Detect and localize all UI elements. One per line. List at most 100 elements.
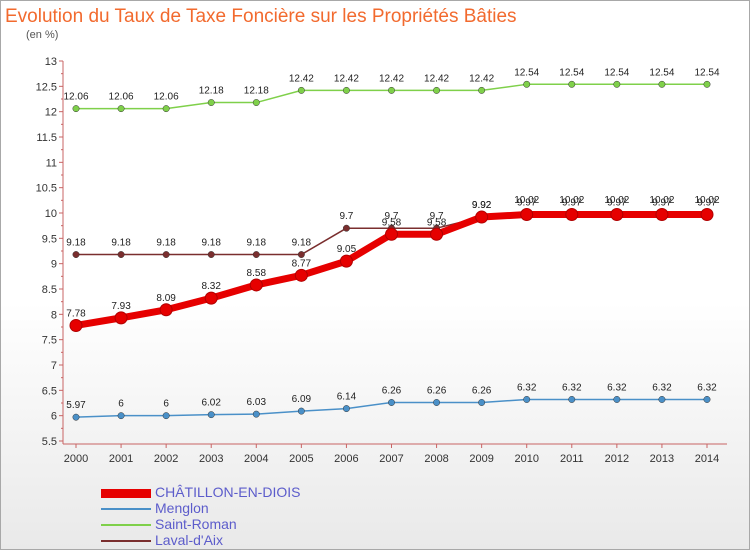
data-point xyxy=(297,251,305,258)
x-tick-label: 2003 xyxy=(199,453,223,465)
y-tick-label: 9 xyxy=(51,259,57,271)
data-label: 9.92 xyxy=(472,200,492,211)
data-label: 10.02 xyxy=(694,195,719,206)
data-point xyxy=(433,399,441,406)
x-tick-label: 2001 xyxy=(109,453,133,465)
data-point xyxy=(658,396,666,403)
data-label: 6.32 xyxy=(562,382,582,393)
legend-swatch xyxy=(101,540,151,542)
y-tick-label: 12.5 xyxy=(36,81,57,93)
x-tick-label: 2014 xyxy=(695,453,719,465)
data-point xyxy=(117,251,125,258)
data-label: 10.02 xyxy=(604,195,629,206)
data-point xyxy=(162,251,170,258)
x-tick-label: 2002 xyxy=(154,453,178,465)
data-label: 9.7 xyxy=(385,211,399,222)
data-label: 6.32 xyxy=(517,382,537,393)
y-tick-label: 10.5 xyxy=(36,183,57,195)
data-label: 6.26 xyxy=(382,385,402,396)
data-point xyxy=(204,291,218,305)
data-point xyxy=(114,311,128,325)
y-tick-label: 5.5 xyxy=(42,436,57,448)
data-point xyxy=(249,278,263,292)
data-point xyxy=(478,399,486,406)
data-point xyxy=(72,413,80,421)
data-point xyxy=(703,80,711,88)
x-tick-label: 2008 xyxy=(424,453,448,465)
data-point xyxy=(613,396,621,403)
data-label: 9.92 xyxy=(472,200,492,211)
data-label: 8.77 xyxy=(292,258,312,269)
data-label: 9.18 xyxy=(66,238,86,249)
y-tick-label: 8 xyxy=(51,309,57,321)
y-tick-label: 7.5 xyxy=(42,335,57,347)
data-point xyxy=(252,251,260,258)
data-point xyxy=(207,99,215,106)
data-label: 6.32 xyxy=(607,382,627,393)
data-label: 12.18 xyxy=(199,86,224,97)
data-point xyxy=(433,86,441,94)
data-point xyxy=(297,407,305,415)
data-point xyxy=(342,405,350,413)
legend-label: Saint-Roman xyxy=(155,516,237,532)
legend-label: Menglon xyxy=(155,500,209,516)
legend-label: CHÂTILLON-EN-DIOIS xyxy=(155,484,301,500)
data-point xyxy=(523,396,531,403)
data-label: 10.02 xyxy=(514,195,539,206)
data-label: 7.93 xyxy=(111,301,131,312)
y-tick-label: 6.5 xyxy=(42,385,57,397)
data-label: 12.42 xyxy=(424,73,449,84)
data-point xyxy=(117,105,125,113)
data-label: 8.32 xyxy=(201,281,221,292)
data-point xyxy=(388,399,395,406)
data-label: 10.02 xyxy=(559,195,584,206)
data-label: 12.06 xyxy=(154,92,179,103)
data-label: 9.18 xyxy=(292,238,312,249)
x-tick-label: 2009 xyxy=(469,453,493,465)
data-point xyxy=(613,80,621,88)
data-point xyxy=(297,86,305,94)
data-label: 12.54 xyxy=(559,67,584,78)
x-tick-label: 2000 xyxy=(64,453,88,465)
y-tick-label: 13 xyxy=(45,56,57,68)
data-point xyxy=(565,208,579,222)
data-label: 9.97 xyxy=(607,198,627,209)
y-tick-label: 9.5 xyxy=(42,233,57,245)
x-tick-label: 2013 xyxy=(650,453,674,465)
data-point xyxy=(568,396,576,403)
data-label: 12.54 xyxy=(694,67,719,78)
data-point xyxy=(568,80,576,88)
data-point xyxy=(252,410,260,418)
data-point xyxy=(610,208,624,222)
data-label: 12.18 xyxy=(244,86,269,97)
data-label: 12.54 xyxy=(649,67,674,78)
x-tick-label: 2004 xyxy=(244,453,268,465)
x-tick-label: 2007 xyxy=(379,453,403,465)
data-point xyxy=(342,86,350,94)
data-label: 6.26 xyxy=(427,385,447,396)
data-label: 12.42 xyxy=(469,73,494,84)
y-tick-label: 11.5 xyxy=(36,132,57,144)
data-point xyxy=(430,227,444,241)
data-point xyxy=(72,251,80,258)
unit-label: (en %) xyxy=(26,29,59,41)
data-label: 9.7 xyxy=(430,211,444,222)
x-tick-label: 2010 xyxy=(514,453,538,465)
y-tick-label: 6 xyxy=(51,411,57,423)
data-label: 6 xyxy=(118,399,124,410)
data-point xyxy=(655,208,669,222)
legend-swatch xyxy=(101,508,151,510)
y-tick-label: 12 xyxy=(45,107,57,119)
data-label: 6.03 xyxy=(247,397,267,408)
data-label: 9.97 xyxy=(562,198,582,209)
data-point xyxy=(207,251,215,258)
data-label: 6 xyxy=(163,399,169,410)
data-point xyxy=(72,105,80,113)
data-point xyxy=(342,224,350,232)
y-tick-label: 11 xyxy=(46,157,57,169)
data-label: 12.06 xyxy=(63,92,88,103)
data-label: 12.06 xyxy=(109,92,134,103)
data-label: 12.54 xyxy=(514,67,539,78)
